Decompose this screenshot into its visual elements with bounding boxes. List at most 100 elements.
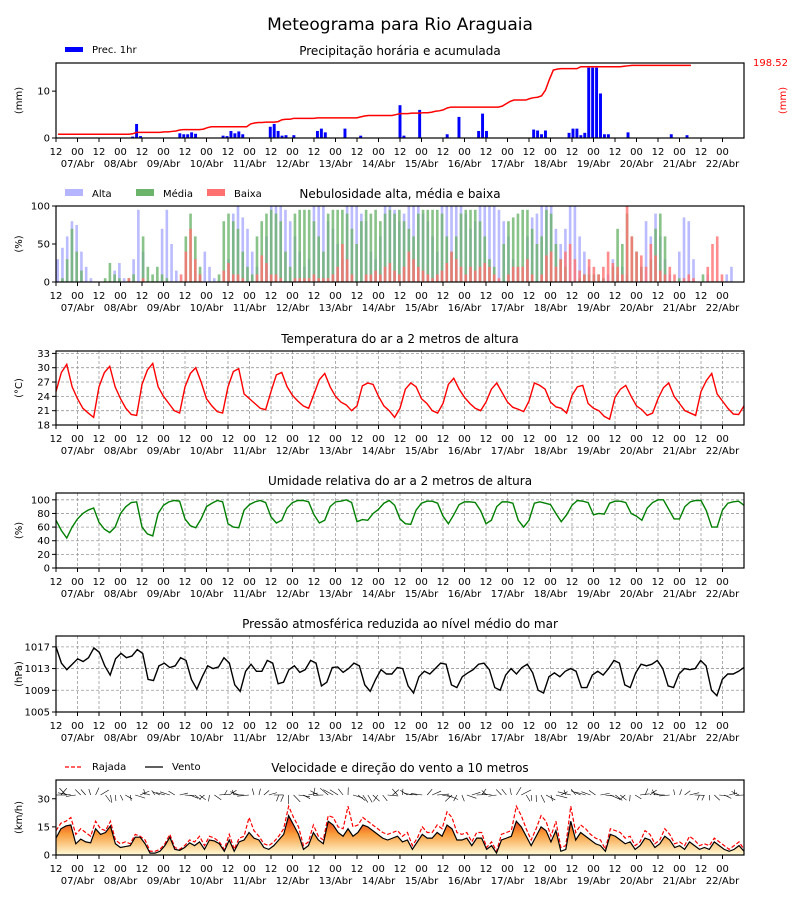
x-day-label: 20/Abr [620, 303, 654, 314]
x-day-label: 07/Abr [61, 733, 95, 744]
wind-direction-arrow [319, 787, 329, 796]
x-tick-label: 00 [200, 721, 213, 732]
cloud-bar-alta [246, 228, 249, 282]
x-tick-label: 00 [329, 434, 342, 445]
wind-direction-arrow [659, 794, 670, 797]
x-tick-label: 12 [480, 864, 493, 875]
y-axis-label: (%) [14, 522, 25, 539]
x-tick-label: 12 [652, 864, 665, 875]
x-tick-label: 12 [50, 864, 63, 875]
cloud-bar-alta [132, 259, 135, 282]
x-tick-label: 12 [222, 721, 235, 732]
x-tick-label: 00 [716, 721, 729, 732]
x-tick-label: 00 [329, 864, 342, 875]
wind-direction-arrow [426, 788, 433, 796]
cloud-bar-baixa [573, 259, 577, 282]
cloud-bar-baixa [635, 251, 638, 282]
x-tick-label: 12 [179, 577, 192, 588]
cloud-bar-baixa [388, 263, 392, 282]
cloud-bar-baixa [341, 244, 344, 282]
cloud-bar-media [374, 209, 377, 282]
cloud-bar-media [250, 274, 254, 282]
precip-bar [445, 134, 449, 138]
wind-direction-arrow [88, 788, 91, 796]
x-day-label: 08/Abr [104, 303, 138, 314]
panel-wind: Velocidade e direção do vento a 10 metro… [14, 761, 745, 887]
x-tick-label: 12 [50, 721, 63, 732]
wind-direction-arrow [581, 791, 591, 796]
x-day-label: 12/Abr [276, 733, 310, 744]
x-tick-label: 12 [566, 147, 579, 158]
panel-title-precip: Precipitação horária e acumulada [299, 44, 501, 58]
cloud-bar-baixa [526, 259, 529, 282]
cloud-bar-baixa [398, 274, 401, 282]
x-day-label: 07/Abr [61, 589, 95, 600]
wind-direction-arrow [214, 794, 222, 801]
x-tick-label: 00 [587, 721, 600, 732]
x-day-label: 17/Abr [491, 733, 525, 744]
cloud-bar-baixa [497, 278, 501, 282]
x-tick-label: 00 [157, 864, 170, 875]
x-tick-label: 00 [329, 291, 342, 302]
wind-direction-arrow [600, 792, 610, 796]
x-tick-label: 12 [50, 147, 63, 158]
legend-label-1: Média [163, 188, 193, 200]
x-day-label: 22/Abr [706, 876, 740, 887]
cloud-bar-baixa [640, 255, 643, 282]
wind-direction-arrow [482, 793, 492, 796]
cloud-bar-media [75, 251, 78, 282]
x-tick-label: 00 [458, 864, 471, 875]
x-tick-label: 00 [286, 864, 299, 875]
x-tick-label: 00 [71, 434, 84, 445]
wind-direction-arrow [525, 794, 531, 802]
precip-bar [477, 130, 481, 138]
legend-label-vento: Vento [172, 762, 201, 773]
cloud-bar-alta [583, 251, 586, 282]
x-tick-label: 00 [630, 864, 643, 875]
cloud-bar-baixa [587, 259, 591, 282]
cloud-bar-alta [56, 259, 60, 282]
cloud-bar-baixa [298, 278, 301, 282]
x-tick-label: 12 [695, 434, 708, 445]
x-day-label: 13/Abr [319, 446, 353, 457]
x-tick-label: 12 [136, 721, 149, 732]
pressure-line [55, 646, 745, 698]
precip-bar [323, 132, 327, 138]
x-tick-label: 12 [179, 434, 192, 445]
y-tick-label: 50 [37, 240, 50, 251]
x-tick-label: 00 [286, 291, 299, 302]
cloud-bar-baixa [706, 266, 710, 282]
cloud-bar-media [383, 213, 387, 282]
panel-precip: Precipitação horária e acumulada (mm) 0 10 1… [14, 44, 789, 170]
temperature-line [55, 361, 745, 421]
x-day-label: 09/Abr [147, 446, 181, 457]
plot-frame [55, 635, 745, 713]
x-tick-label: 12 [566, 291, 579, 302]
cloud-bar-baixa [407, 251, 411, 282]
wind-direction-arrow [570, 789, 576, 796]
cloud-bar-media [103, 278, 107, 282]
cloud-bar-baixa [435, 274, 439, 282]
cloud-bar-baixa [241, 278, 245, 282]
precip-bar [669, 134, 673, 138]
wind-direction-arrow [152, 791, 161, 796]
x-tick-label: 00 [544, 721, 557, 732]
wind-direction-arrow [509, 788, 512, 796]
cloud-bar-baixa [492, 274, 496, 282]
cloud-bar-media [307, 209, 311, 282]
x-tick-label: 12 [50, 291, 63, 302]
cloud-bar-baixa [445, 263, 449, 282]
x-day-label: 08/Abr [104, 876, 138, 887]
legend-swatch-2 [207, 189, 225, 196]
x-day-label: 18/Abr [534, 733, 568, 744]
x-tick-label: 00 [243, 434, 256, 445]
cloud-bar-media [502, 244, 506, 282]
cloud-bar-baixa [198, 274, 202, 282]
x-day-label: 10/Abr [190, 159, 224, 170]
x-day-label: 09/Abr [147, 876, 181, 887]
x-tick-label: 00 [243, 577, 256, 588]
x-tick-label: 12 [222, 147, 235, 158]
cloud-bar-baixa [402, 266, 406, 282]
precip-bar [685, 135, 689, 138]
